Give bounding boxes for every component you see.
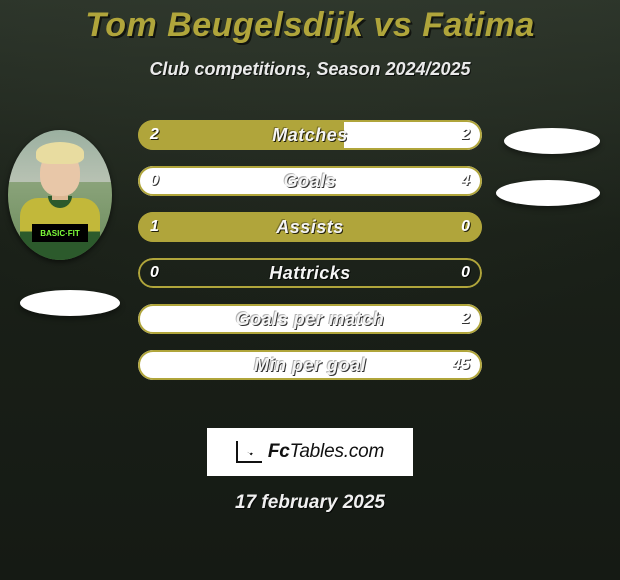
stat-row: Goals per match2 — [138, 304, 482, 334]
stat-label: Hattricks — [138, 258, 482, 288]
stat-row: 2Matches2 — [138, 120, 482, 150]
stat-label: Matches — [138, 120, 482, 150]
stat-label: Goals — [138, 166, 482, 196]
player2-name-pill-2 — [496, 180, 600, 206]
date-label: 17 february 2025 — [0, 492, 620, 514]
stat-value-right: 2 — [449, 120, 482, 150]
brand-badge: FcTables.com — [207, 428, 413, 476]
stat-label: Min per goal — [138, 350, 482, 380]
stat-label: Assists — [138, 212, 482, 242]
stat-row: 1Assists0 — [138, 212, 482, 242]
content-area: BASIC·FIT 2Matches20Goals41Assists00Hatt… — [0, 110, 620, 410]
stat-value-right: 2 — [449, 304, 482, 334]
stat-row: Min per goal45 — [138, 350, 482, 380]
stat-row: 0Goals4 — [138, 166, 482, 196]
player2-name-pill-1 — [504, 128, 600, 154]
stats-table: 2Matches20Goals41Assists00Hattricks0Goal… — [138, 120, 482, 396]
page-title: Tom Beugelsdijk vs Fatima — [0, 0, 620, 45]
player1-name: Tom Beugelsdijk — [85, 6, 363, 44]
vs-label: vs — [373, 6, 412, 44]
jersey-sponsor: BASIC·FIT — [32, 224, 88, 242]
player1-avatar: BASIC·FIT — [8, 130, 112, 260]
subtitle: Club competitions, Season 2024/2025 — [0, 59, 620, 80]
stat-value-right: 4 — [449, 166, 482, 196]
stat-label: Goals per match — [138, 304, 482, 334]
chart-icon — [236, 441, 262, 463]
stat-value-right: 0 — [449, 258, 482, 288]
stat-value-right: 0 — [449, 212, 482, 242]
stat-value-right: 45 — [440, 350, 482, 380]
player2-name: Fatima — [422, 6, 535, 44]
brand-text: FcTables.com — [268, 441, 384, 463]
stat-row: 0Hattricks0 — [138, 258, 482, 288]
comparison-card: Tom Beugelsdijk vs Fatima Club competiti… — [0, 0, 620, 580]
player1-name-pill — [20, 290, 120, 316]
